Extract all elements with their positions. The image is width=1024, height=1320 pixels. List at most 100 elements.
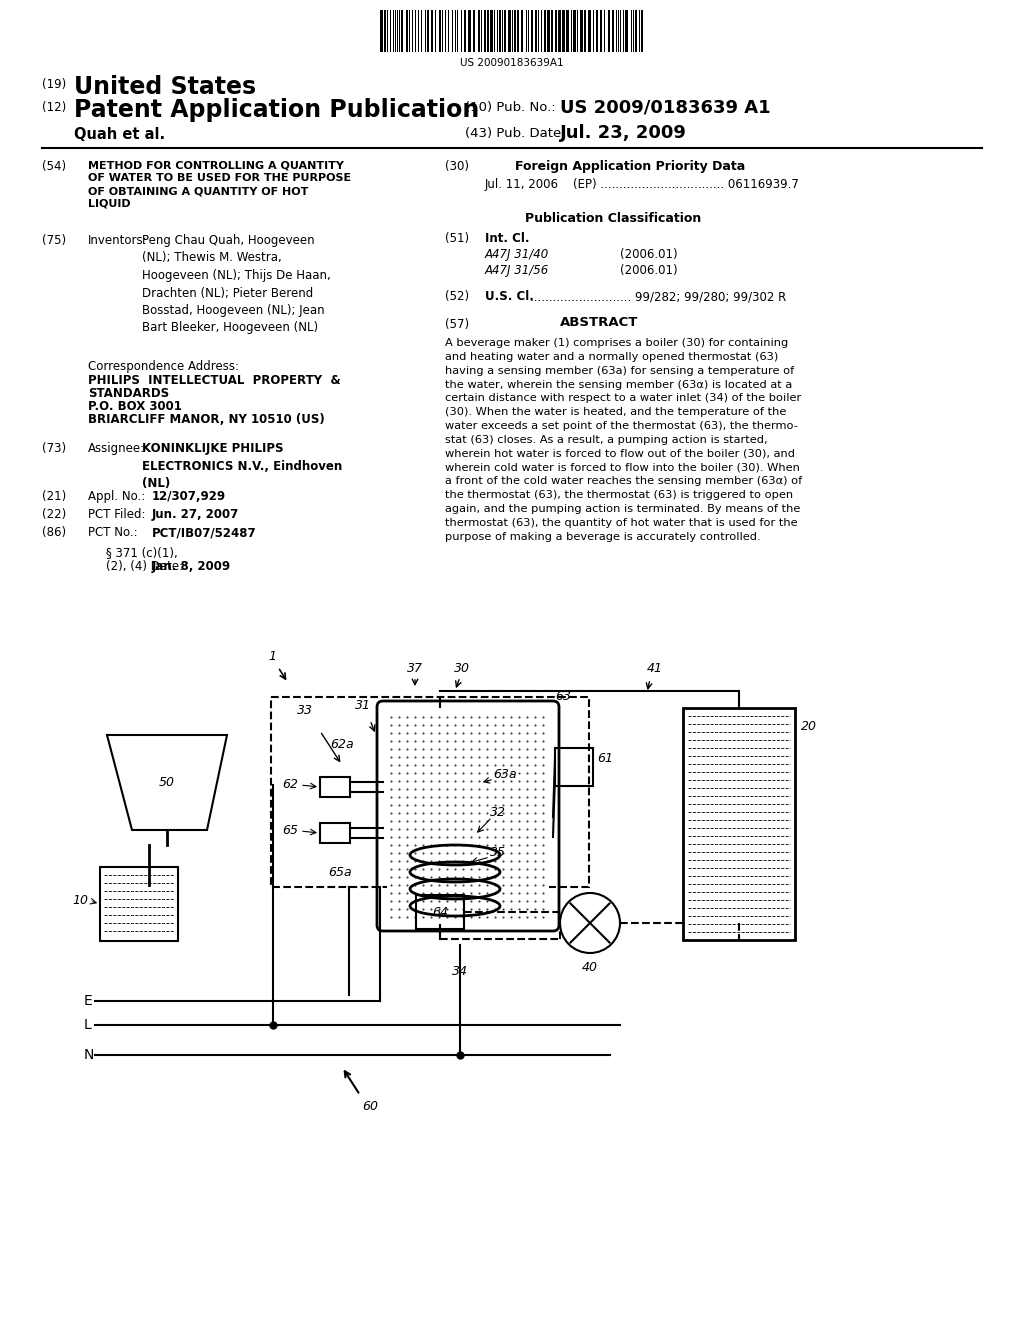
Bar — [596, 11, 598, 51]
Text: 65: 65 — [282, 825, 298, 837]
Bar — [535, 11, 537, 51]
Bar — [558, 11, 561, 51]
Text: 64: 64 — [432, 906, 449, 919]
Text: 1: 1 — [268, 649, 276, 663]
Text: 62a: 62a — [330, 738, 353, 751]
Bar — [625, 11, 628, 51]
Bar — [566, 11, 569, 51]
Text: Correspondence Address:: Correspondence Address: — [88, 360, 239, 374]
Bar — [100, 867, 178, 941]
Text: 30: 30 — [454, 663, 470, 675]
Bar — [401, 11, 403, 51]
Text: A47J 31/56: A47J 31/56 — [485, 264, 549, 277]
Text: A47J 31/40: A47J 31/40 — [485, 248, 549, 261]
Bar — [562, 11, 565, 51]
Text: 62: 62 — [282, 779, 298, 792]
Bar — [584, 11, 586, 51]
Text: KONINKLIJKE PHILIPS
ELECTRONICS N.V., Eindhoven
(NL): KONINKLIJKE PHILIPS ELECTRONICS N.V., Ei… — [142, 442, 342, 490]
Text: 32: 32 — [490, 807, 506, 820]
Text: (43) Pub. Date:: (43) Pub. Date: — [465, 127, 565, 140]
Text: 63: 63 — [555, 690, 571, 704]
Text: 50: 50 — [159, 776, 175, 789]
Text: Quah et al.: Quah et al. — [74, 127, 165, 143]
Bar — [439, 11, 441, 51]
Text: 63a: 63a — [493, 768, 517, 781]
Text: OF WATER TO BE USED FOR THE PURPOSE: OF WATER TO BE USED FOR THE PURPOSE — [88, 173, 351, 183]
Bar — [490, 11, 493, 51]
Text: L: L — [84, 1018, 92, 1032]
Bar — [473, 11, 475, 51]
Text: 35: 35 — [490, 846, 506, 859]
Bar — [487, 11, 489, 51]
Text: Assignee:: Assignee: — [88, 442, 145, 455]
Bar — [683, 708, 795, 940]
Text: 60: 60 — [362, 1100, 378, 1113]
Text: US 2009/0183639 A1: US 2009/0183639 A1 — [560, 98, 771, 116]
Text: 40: 40 — [582, 961, 598, 974]
Text: Appl. No.:: Appl. No.: — [88, 490, 145, 503]
Bar — [641, 11, 643, 51]
Text: E: E — [84, 994, 93, 1008]
Text: 34: 34 — [452, 965, 468, 978]
Text: A beverage maker (1) comprises a boiler (30) for containing
and heating water an: A beverage maker (1) comprises a boiler … — [445, 338, 802, 541]
Text: 61: 61 — [597, 752, 613, 766]
Text: (21): (21) — [42, 490, 67, 503]
Text: Jul. 11, 2006    (EP) ................................. 06116939.7: Jul. 11, 2006 (EP) .....................… — [485, 178, 800, 191]
Text: Foreign Application Priority Data: Foreign Application Priority Data — [515, 160, 745, 173]
Bar — [499, 11, 501, 51]
Text: PCT Filed:: PCT Filed: — [88, 508, 145, 521]
Bar — [514, 11, 516, 51]
Text: 20: 20 — [801, 719, 817, 733]
Bar — [555, 748, 593, 785]
Bar — [431, 11, 433, 51]
Text: N: N — [84, 1048, 94, 1063]
Text: Int. Cl.: Int. Cl. — [485, 232, 529, 246]
Text: (73): (73) — [42, 442, 67, 455]
Text: METHOD FOR CONTROLLING A QUANTITY: METHOD FOR CONTROLLING A QUANTITY — [88, 160, 344, 170]
Bar — [464, 11, 466, 51]
Bar — [580, 11, 583, 51]
Text: Publication Classification: Publication Classification — [525, 213, 701, 224]
Text: (2006.01): (2006.01) — [620, 264, 678, 277]
Bar — [547, 11, 550, 51]
Text: US 20090183639A1: US 20090183639A1 — [460, 58, 564, 69]
Bar — [612, 11, 614, 51]
Text: (10) Pub. No.:: (10) Pub. No.: — [465, 102, 556, 114]
Text: § 371 (c)(1),: § 371 (c)(1), — [106, 546, 178, 558]
Bar — [387, 711, 549, 921]
Bar — [504, 11, 506, 51]
Text: (75): (75) — [42, 234, 67, 247]
Text: U.S. Cl.: U.S. Cl. — [485, 290, 534, 304]
Text: STANDARDS: STANDARDS — [88, 387, 169, 400]
Text: P.O. BOX 3001: P.O. BOX 3001 — [88, 400, 182, 413]
Text: Jun. 27, 2007: Jun. 27, 2007 — [152, 508, 240, 521]
Text: ........................... 99/282; 99/280; 99/302 R: ........................... 99/282; 99/2… — [530, 290, 786, 304]
Text: PHILIPS  INTELLECTUAL  PROPERTY  &: PHILIPS INTELLECTUAL PROPERTY & — [88, 374, 341, 387]
Bar — [380, 11, 383, 51]
Text: OF OBTAINING A QUANTITY OF HOT: OF OBTAINING A QUANTITY OF HOT — [88, 186, 308, 195]
Bar — [517, 11, 519, 51]
Text: LIQUID: LIQUID — [88, 199, 131, 209]
Text: Patent Application Publication: Patent Application Publication — [74, 98, 479, 121]
Text: 12/307,929: 12/307,929 — [152, 490, 226, 503]
Text: (12): (12) — [42, 102, 67, 114]
Bar — [384, 11, 386, 51]
Bar — [635, 11, 637, 51]
Bar — [551, 11, 553, 51]
Bar — [406, 11, 408, 51]
Text: ABSTRACT: ABSTRACT — [560, 315, 638, 329]
Text: 31: 31 — [355, 700, 371, 711]
Bar — [319, 777, 350, 797]
Text: (19): (19) — [42, 78, 67, 91]
Text: (2), (4) Date:: (2), (4) Date: — [106, 560, 183, 573]
Text: (52): (52) — [445, 290, 469, 304]
Text: Inventors:: Inventors: — [88, 234, 147, 247]
Text: (2006.01): (2006.01) — [620, 248, 678, 261]
Bar — [271, 697, 589, 887]
Text: PCT/IB07/52487: PCT/IB07/52487 — [152, 525, 257, 539]
Text: (22): (22) — [42, 508, 67, 521]
Bar — [478, 11, 480, 51]
Text: United States: United States — [74, 75, 256, 99]
Bar — [573, 11, 575, 51]
Bar — [468, 11, 471, 51]
